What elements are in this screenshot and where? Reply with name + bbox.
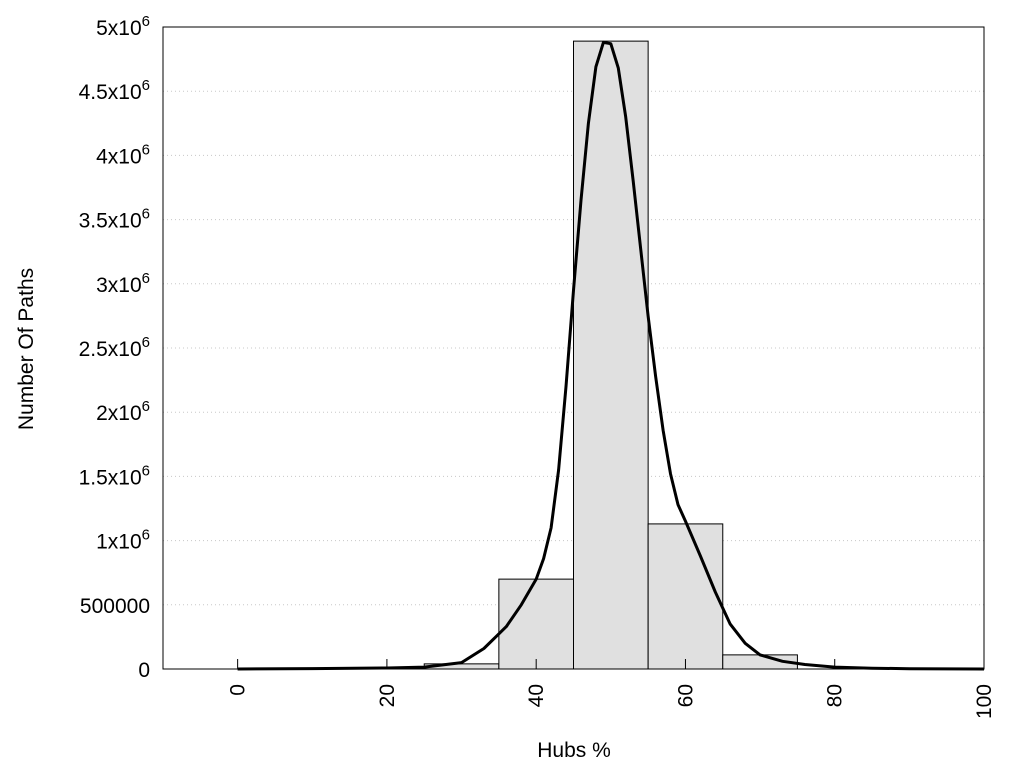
y-tick-label-9: 4.5x106 xyxy=(79,77,150,104)
y-tick-label-3: 1.5x106 xyxy=(79,462,150,489)
histogram-bar-3 xyxy=(647,523,724,670)
y-tick-label-7: 3.5x106 xyxy=(79,206,150,233)
y-tick-label-2: 1x106 xyxy=(96,527,150,554)
y-tick-labels: 0 500000 1x106 1.5x106 2x106 2.5x106 3x106 3.5x… xyxy=(79,13,150,682)
y-tick-label-10: 5x106 xyxy=(96,13,150,40)
x-tick-label-3: 60 xyxy=(675,684,698,707)
plot-frame xyxy=(162,26,985,670)
y-tick-label-4: 2x106 xyxy=(96,398,150,425)
histogram-bar-1 xyxy=(498,578,575,670)
y-tick-label-5: 2.5x106 xyxy=(79,334,150,361)
x-tick-label-5: 100 xyxy=(973,684,996,719)
x-tick-label-1: 20 xyxy=(376,684,399,707)
fitted-curve-layer xyxy=(237,40,985,671)
y-tick-label-0: 0 xyxy=(138,659,150,682)
y-tick-label-6: 3x106 xyxy=(96,270,150,297)
x-tick-label-4: 80 xyxy=(824,684,847,707)
x-tick-label-0: 0 xyxy=(227,684,250,696)
histogram-bars xyxy=(423,40,798,670)
gridlines xyxy=(163,90,984,606)
y-tick-label-8: 4x106 xyxy=(96,141,150,168)
y-tick-label-1: 500000 xyxy=(80,595,150,618)
y-axis-label: Number Of Paths xyxy=(15,268,38,430)
x-axis-label: Hubs % xyxy=(537,739,611,762)
histogram-bar-2 xyxy=(573,40,649,670)
axis-ticks xyxy=(237,659,985,669)
x-tick-labels: 0 20 40 60 80 100 xyxy=(227,684,996,719)
fitted-curve xyxy=(237,40,985,671)
x-tick-label-2: 40 xyxy=(525,684,548,707)
